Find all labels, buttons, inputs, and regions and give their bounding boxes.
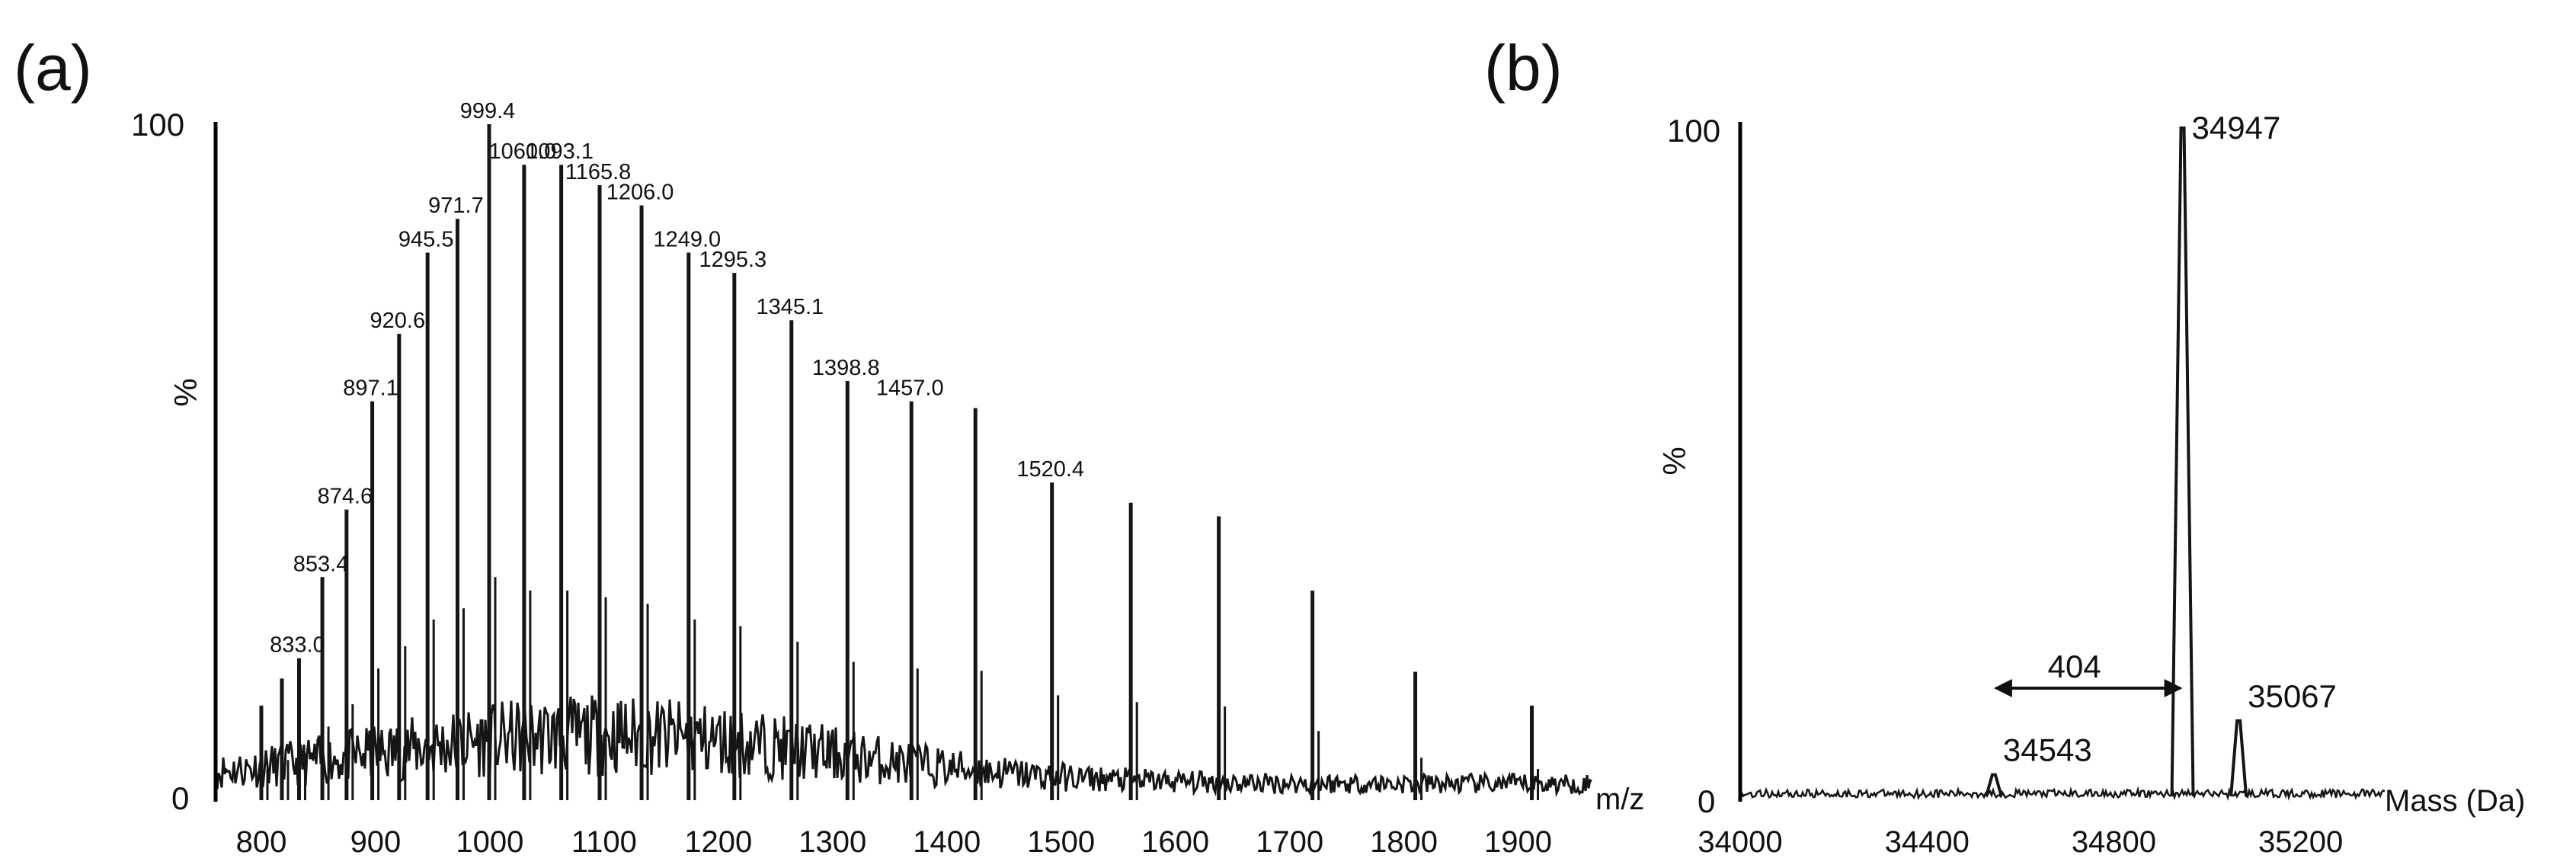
panel-b-marks xyxy=(1740,127,2386,801)
panel-b-baseline-trace xyxy=(1740,786,2386,801)
panel-a-x-tick-1200: 1200 xyxy=(684,825,752,859)
panel-a-peak-label: 1345.1 xyxy=(756,295,824,319)
panel-b-peak-2 xyxy=(2229,719,2248,797)
panel-a-peak-label: 874.6 xyxy=(318,485,373,509)
panel-a-y-axis-label: % xyxy=(168,378,203,406)
panel-a-spectrum: (a) 100 0 % m/z 800 900 1000 1100 1200 1300 14… xyxy=(14,32,1644,859)
panel-a-y-tick-0: 0 xyxy=(171,780,189,816)
panel-a-x-tick-1700: 1700 xyxy=(1256,825,1323,859)
panel-a-peak-label: 945.5 xyxy=(398,228,454,252)
panel-b-y-tick-0: 0 xyxy=(1698,783,1715,819)
panel-b-x-tick-34000: 34000 xyxy=(1698,825,1782,859)
panel-b-y-tick-100: 100 xyxy=(1667,113,1720,149)
panel-a-x-tick-1300: 1300 xyxy=(798,825,866,859)
panel-b-y-axis-label: % xyxy=(1656,447,1692,475)
panel-a-x-tick-1400: 1400 xyxy=(913,825,981,859)
panel-b-peak-0 xyxy=(2170,127,2195,796)
panel-a-peak-label: 853.4 xyxy=(293,552,349,576)
panel-a-peak-labels: 833.0 853.4 874.6 897.1 920.6 945.5 971.7 999.4… xyxy=(270,99,1084,658)
panel-b-mass-difference: 404 xyxy=(1993,649,2183,697)
panel-b-x-tick-34400: 34400 xyxy=(1885,825,1970,859)
panel-b-x-tick-34800: 34800 xyxy=(2072,825,2156,859)
panel-a-x-tick-900: 900 xyxy=(350,825,402,859)
panel-a-peak-label: 1093.1 xyxy=(526,139,594,164)
panel-a-peak-label: 1165.8 xyxy=(565,160,632,184)
panel-b-deconvoluted: (b) 100 0 % Mass (Da) 34000 34400 34800 352… xyxy=(1484,32,2525,859)
panel-b-arrow-head-right xyxy=(2164,679,2183,697)
panel-a-peak-label: 1060.0 xyxy=(489,139,557,164)
panel-a-x-tick-1600: 1600 xyxy=(1141,825,1209,859)
panel-a-x-tick-1000: 1000 xyxy=(456,825,523,859)
panel-a-x-tick-1500: 1500 xyxy=(1027,825,1095,859)
panel-a-x-tick-800: 800 xyxy=(236,825,287,859)
panel-a-marks xyxy=(216,124,1592,800)
panel-a-peak-label: 999.4 xyxy=(460,99,516,123)
panel-a-peak-label: 1295.3 xyxy=(699,248,766,272)
panel-a-peak-label: 1206.0 xyxy=(606,180,674,204)
panel-a-x-tick-1800: 1800 xyxy=(1370,825,1438,859)
panel-b-peak-label: 34947 xyxy=(2192,110,2281,146)
panel-a-peak-label: 1398.8 xyxy=(812,356,880,380)
panel-a-baseline-trace xyxy=(216,695,1592,798)
panel-b-x-ticks: 34000 34400 34800 35200 xyxy=(1698,825,2343,859)
panel-a-x-tick-1100: 1100 xyxy=(571,825,637,859)
panel-a-x-tick-1900: 1900 xyxy=(1484,825,1552,859)
panel-a-label: (a) xyxy=(14,32,92,104)
panel-b-peak-label: 34543 xyxy=(2003,732,2092,768)
panel-a-x-ticks: 800 900 1000 1100 1200 1300 1400 1500 1600 1700 18… xyxy=(236,825,1552,859)
panel-b-peak-1 xyxy=(1984,773,2003,797)
panel-b-peak-label: 35067 xyxy=(2248,678,2337,714)
panel-b-x-axis-label: Mass (Da) xyxy=(2385,784,2525,818)
panel-b-peak-labels: 34947 34543 35067 xyxy=(2003,110,2337,768)
panel-a-peak-label: 1457.0 xyxy=(876,376,944,401)
panel-a-peak-label: 1249.0 xyxy=(653,228,721,252)
panel-b-mass-difference-label: 404 xyxy=(2048,649,2101,684)
panel-a-y-tick-100: 100 xyxy=(131,107,184,143)
panel-a-peak-label: 971.7 xyxy=(428,194,484,218)
panel-a-peak-label: 897.1 xyxy=(343,376,398,401)
panel-a-peak-label: 1520.4 xyxy=(1016,457,1084,482)
panel-b-label: (b) xyxy=(1484,32,1563,104)
panel-a-x-axis-label: m/z xyxy=(1595,783,1644,816)
panel-a-peak-label: 920.6 xyxy=(370,309,426,333)
panel-a-peak-label: 833.0 xyxy=(270,633,325,658)
panel-b-x-tick-35200: 35200 xyxy=(2258,825,2343,859)
panel-b-arrow-head-left xyxy=(1993,679,2012,697)
